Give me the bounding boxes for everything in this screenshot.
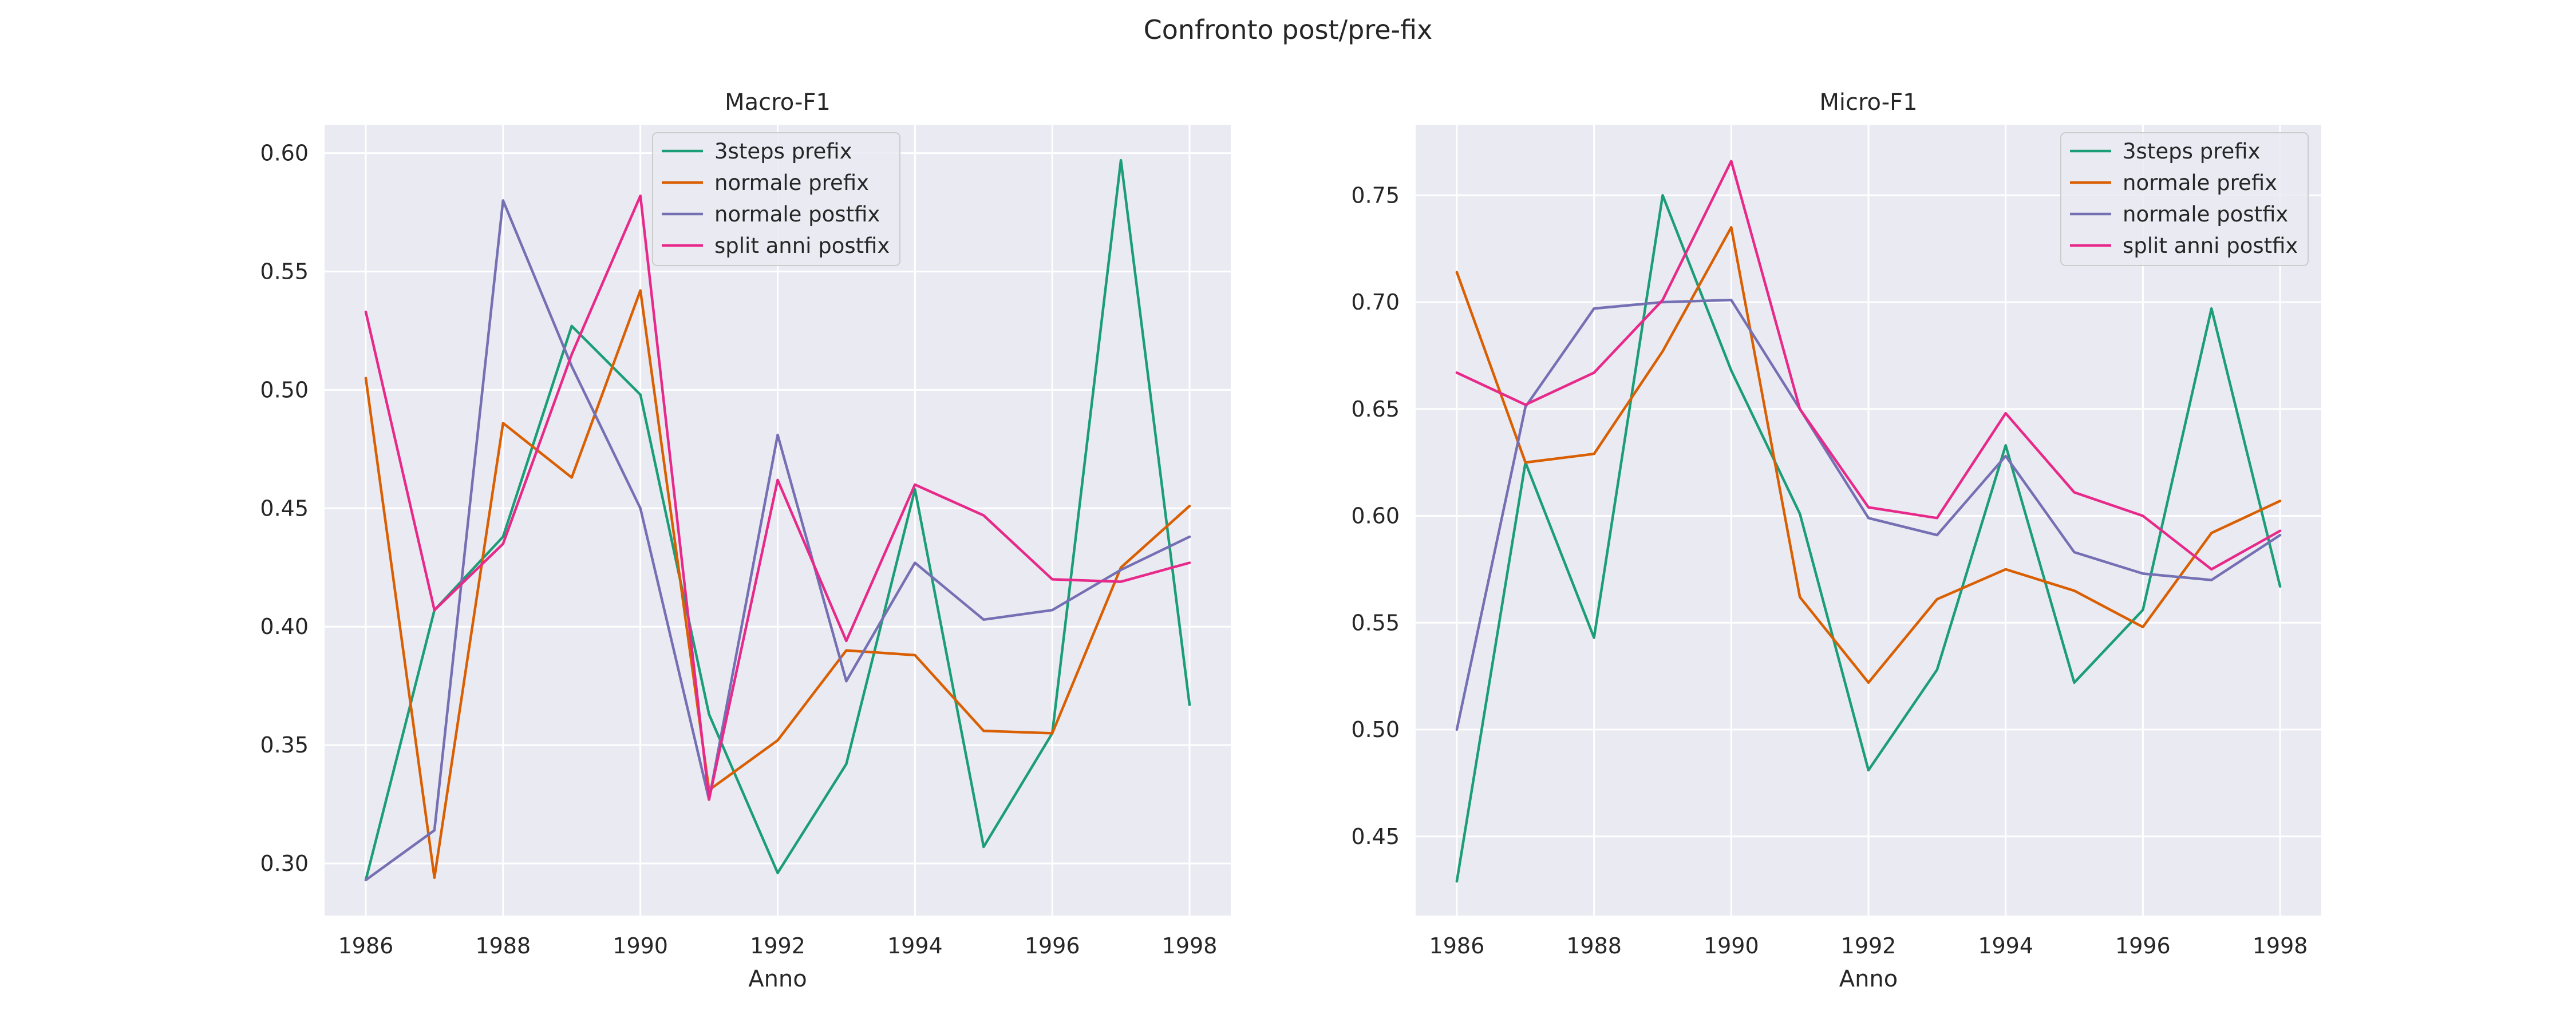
x-tick-label: 1994: [1978, 933, 2033, 958]
x-tick-label: 1998: [1162, 933, 1218, 958]
y-tick-label: 0.50: [1351, 717, 1400, 742]
y-tick-label: 0.65: [1351, 397, 1400, 422]
x-tick-label: 1994: [887, 933, 943, 958]
x-tick-label: 1990: [1704, 933, 1759, 958]
figure-suptitle: Confronto post/pre-fix: [1144, 14, 1433, 45]
y-tick-label: 0.60: [260, 141, 309, 166]
x-tick-label: 1998: [2253, 933, 2308, 958]
legend-label: 3steps prefix: [714, 139, 852, 164]
x-tick-label: 1988: [1566, 933, 1622, 958]
legend-label: normale postfix: [714, 202, 880, 227]
y-tick-label: 0.60: [1351, 504, 1400, 529]
y-tick-label: 0.30: [260, 851, 309, 876]
legend-label: split anni postfix: [2123, 233, 2298, 258]
series-line-2: [364, 289, 1191, 880]
x-tick-label: 1996: [1025, 933, 1080, 958]
y-tick-label: 0.40: [260, 614, 309, 639]
legend-frame: [2060, 132, 2309, 266]
x-tick-label: 1996: [2115, 933, 2171, 958]
x-tick-label: 1992: [750, 933, 805, 958]
y-tick-label: 0.75: [1351, 183, 1400, 208]
x-tick-label: 1986: [1429, 933, 1485, 958]
legend-label: normale prefix: [714, 171, 869, 195]
y-tick-label: 0.55: [260, 259, 309, 284]
y-tick-label: 0.55: [1351, 610, 1400, 635]
series-line-2: [1455, 226, 2282, 684]
series-line-3: [364, 199, 1191, 882]
x-tick-label: 1986: [338, 933, 394, 958]
y-tick-label: 0.45: [260, 496, 309, 521]
series-line-3: [1455, 299, 2282, 731]
y-tick-label: 0.35: [260, 732, 309, 758]
x-tick-label: 1992: [1841, 933, 1897, 958]
x-axis-label: Anno: [748, 966, 807, 992]
y-tick-label: 0.45: [1351, 824, 1400, 849]
chart-panel-2: 1986 1988 1990 1992 1994 1996 1998 0.45 0.50 0.55…: [1351, 89, 2321, 992]
x-tick-label: 1988: [475, 933, 531, 958]
legend-label: normale prefix: [2123, 171, 2277, 195]
x-axis-label: Anno: [1839, 966, 1898, 992]
legend: 3steps prefix normale prefix normale postf…: [652, 132, 900, 266]
legend: 3steps prefix normale prefix normale postf…: [2060, 132, 2309, 266]
x-tick-label: 1990: [613, 933, 668, 958]
y-tick-label: 0.50: [260, 377, 309, 402]
legend-label: 3steps prefix: [2123, 139, 2260, 164]
y-tick-label: 0.70: [1351, 290, 1400, 315]
series-line-4: [364, 194, 1191, 801]
series-line-1: [1455, 194, 2282, 883]
series-line-4: [1455, 160, 2282, 571]
chart-panel-1: 1986 1988 1990 1992 1994 1996 1998 0.30 0.35 0.40…: [260, 89, 1231, 992]
legend-frame: [652, 132, 900, 266]
legend-label: split anni postfix: [714, 233, 890, 258]
panel-title: Macro-F1: [725, 89, 831, 116]
legend-label: normale postfix: [2123, 202, 2288, 227]
panel-title: Micro-F1: [1819, 89, 1917, 116]
